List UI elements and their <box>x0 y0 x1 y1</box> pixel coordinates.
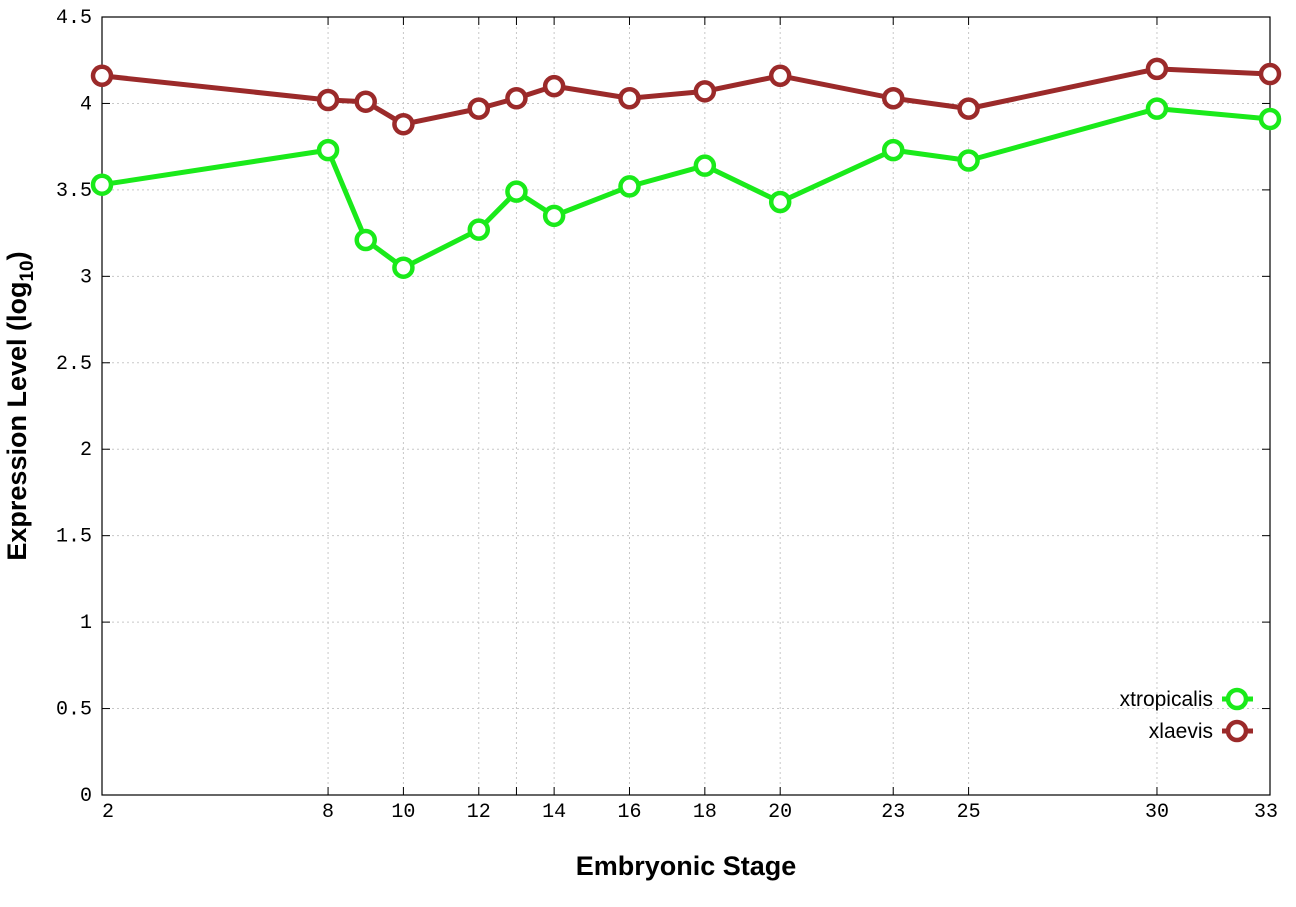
plot-frame <box>101 16 1271 796</box>
data-point <box>542 204 566 228</box>
x-tick-label: 8 <box>322 801 334 824</box>
y-tick-label: 4 <box>80 93 92 116</box>
data-point <box>505 87 528 110</box>
data-point <box>693 80 717 103</box>
x-tick-label: 10 <box>391 801 415 824</box>
y-axis-title-close: ) <box>2 251 32 260</box>
y-axis-title: Expression Level (log10) <box>2 251 38 560</box>
data-point <box>768 190 792 214</box>
y-axis-title-main: Expression Level (log <box>2 282 32 561</box>
x-tick-label: 12 <box>467 801 491 824</box>
data-point <box>957 149 980 172</box>
x-tick-label: 14 <box>542 801 566 824</box>
series-line <box>101 106 1271 271</box>
y-tick-label: 2.5 <box>56 353 92 376</box>
x-tick-label: 23 <box>881 801 905 824</box>
x-tick-label: 25 <box>957 801 981 824</box>
y-tick-label: 3 <box>80 266 92 289</box>
y-tick-label: 0 <box>80 785 92 808</box>
data-point <box>392 256 415 279</box>
x-tick-labels: 2 8 10 12 14 16 18 20 23 25 30 33 <box>102 801 1278 824</box>
data-point <box>618 175 641 198</box>
y-axis-title-subscript: 10 <box>17 260 38 281</box>
x-tick-label: 2 <box>102 801 114 824</box>
data-point <box>1258 107 1282 131</box>
data-point <box>316 138 340 162</box>
data-point <box>1145 57 1169 81</box>
data-point <box>467 218 491 241</box>
data-point <box>90 173 114 196</box>
data-point <box>542 74 566 98</box>
x-tick-label: 33 <box>1254 801 1278 824</box>
legend-swatch-marker <box>1225 719 1249 743</box>
series-xlaevis <box>90 57 1282 136</box>
y-tick-label: 2 <box>80 439 92 462</box>
data-point <box>1145 97 1169 120</box>
data-point <box>354 228 377 252</box>
series-xtropicalis <box>90 97 1282 279</box>
x-tick-label: 30 <box>1145 801 1169 824</box>
data-point <box>1258 62 1282 86</box>
y-tick-label: 1.5 <box>56 526 92 549</box>
legend: xtropicalis xlaevis <box>1120 687 1253 743</box>
y-tick-label: 1 <box>80 612 92 635</box>
data-point <box>316 88 340 112</box>
legend-label: xlaevis <box>1149 720 1213 743</box>
data-point <box>505 180 528 203</box>
x-axis-title: Embryonic Stage <box>576 851 797 881</box>
y-tick-labels: 0 0.5 1 1.5 2 2.5 3 3.5 4 4.5 <box>56 7 92 808</box>
x-tick-label: 20 <box>768 801 792 824</box>
data-point <box>768 64 792 88</box>
data-point <box>90 64 114 88</box>
data-point <box>881 138 905 162</box>
axis-ticks <box>101 16 1271 796</box>
data-point <box>354 90 377 113</box>
x-tick-label: 18 <box>693 801 717 824</box>
data-point <box>957 97 980 120</box>
data-point <box>392 112 415 136</box>
data-point <box>693 154 717 177</box>
grid-lines <box>102 17 1270 795</box>
data-series <box>90 57 1282 279</box>
y-tick-label: 4.5 <box>56 7 92 30</box>
legend-swatch-marker <box>1225 687 1249 711</box>
data-point <box>881 87 905 110</box>
x-tick-label: 16 <box>617 801 641 824</box>
y-tick-label: 3.5 <box>56 180 92 203</box>
data-point <box>618 87 641 110</box>
data-point <box>467 97 491 120</box>
y-tick-label: 0.5 <box>56 699 92 722</box>
legend-label: xtropicalis <box>1120 688 1213 711</box>
series-line <box>101 66 1271 127</box>
